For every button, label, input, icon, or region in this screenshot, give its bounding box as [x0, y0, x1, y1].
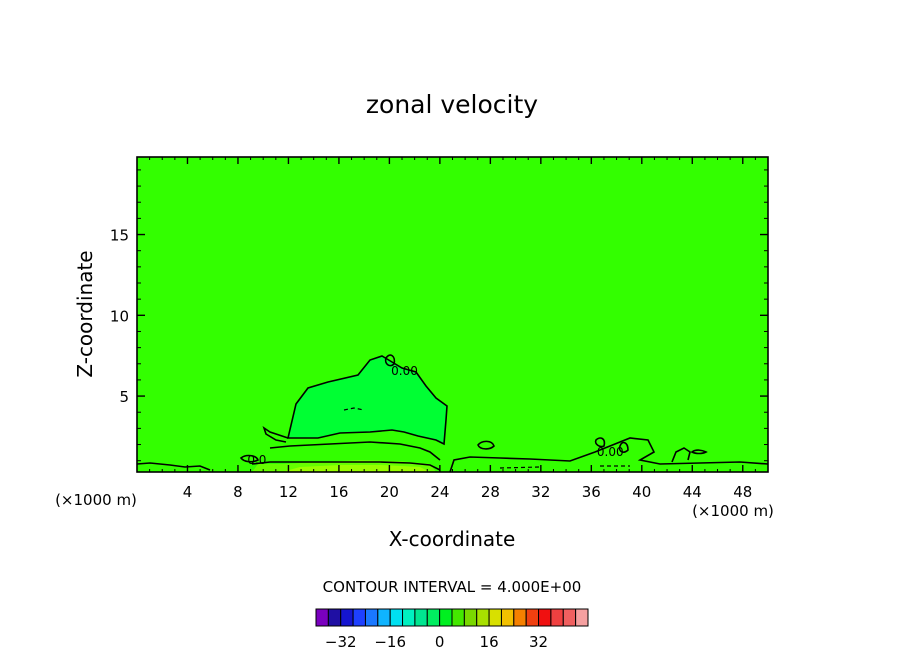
x-tick-label: 24 [430, 483, 449, 501]
contour-line-right-surface [449, 437, 769, 473]
colorbar-swatch [327, 608, 342, 627]
chart-title: zonal velocity [366, 90, 538, 119]
contour-line-small-4 [690, 449, 708, 455]
x-axis-title: X-coordinate [389, 527, 516, 551]
x-tick-label: 16 [329, 483, 348, 501]
contour-line-small-3 [594, 437, 606, 448]
x-tick-label: 44 [683, 483, 702, 501]
colorbar-tick-label: 0 [435, 633, 445, 651]
contour-line-lower [269, 441, 441, 461]
colorbar-swatch [389, 608, 404, 627]
contour-line-small-2 [239, 454, 260, 463]
x-tick-label: 36 [582, 483, 601, 501]
contour-line-updraft-outer [286, 355, 448, 446]
colorbar-swatch [488, 608, 502, 627]
colorbar-tick-label: 32 [529, 633, 548, 651]
x-tick-label: 12 [279, 483, 298, 501]
y-tick-label: 15 [110, 227, 129, 245]
colorbar-swatch [439, 608, 453, 627]
contour-line-hook [262, 426, 289, 443]
colorbar-swatch [340, 608, 354, 627]
colorbar-swatch [402, 608, 416, 627]
colorbar-swatch [426, 608, 441, 627]
x-tick-label: 28 [481, 483, 500, 501]
colorbar-swatch [451, 608, 465, 627]
colorbar-swatch [476, 608, 490, 627]
x-tick-label: 48 [733, 483, 752, 501]
colorbar-swatch [538, 608, 552, 627]
colorbar-swatch [352, 608, 366, 627]
y-axis-title: Z-coordinate [73, 250, 97, 377]
plot-area [137, 157, 768, 472]
colorbar-swatch [315, 608, 329, 627]
colorbar-tick-label: −16 [374, 633, 406, 651]
contour-label: 0.00 [391, 364, 418, 378]
colorbar-tick-label: 16 [480, 633, 499, 651]
y-axis: 5 10 15 [110, 169, 768, 462]
colorbar-swatch [364, 608, 379, 627]
contour-label: 0.00 [597, 445, 624, 459]
contour-lines [136, 354, 769, 473]
contour-region-surface-core [282, 465, 430, 472]
colorbar-swatch [562, 608, 577, 627]
contour-line-right-bump [671, 447, 691, 463]
colorbar-swatch [414, 608, 428, 627]
colorbar-tick-label: −32 [325, 633, 357, 651]
x-tick-label: 8 [233, 483, 243, 501]
colorbar-swatch [500, 608, 515, 627]
colorbar-swatch [575, 608, 589, 627]
contour-region-updraft [288, 356, 447, 444]
colorbar-swatch [377, 608, 391, 627]
x-tick-label: 40 [632, 483, 651, 501]
x-axis: 4 8 12 16 20 24 28 32 36 40 44 48 [149, 157, 756, 501]
colorbar-swatch [513, 608, 527, 627]
contour-line-small-1 [477, 440, 495, 450]
x-unit-label-right: (×1000 m) [692, 502, 774, 520]
colorbar-swatch [463, 608, 478, 627]
contour-label: 0.0 [247, 453, 266, 467]
x-unit-label-left: (×1000 m) [55, 491, 137, 509]
contour-line-surface [136, 461, 441, 471]
colorbar-ticks: −32 −16 0 16 32 [325, 633, 548, 651]
y-tick-label: 5 [119, 388, 129, 406]
contour-interval-label: CONTOUR INTERVAL = 4.000E+00 [323, 578, 582, 596]
x-tick-label: 32 [531, 483, 550, 501]
x-tick-label: 20 [380, 483, 399, 501]
contour-line-oval-1 [384, 354, 396, 367]
contour-line-dashed [343, 407, 630, 469]
contour-labels: 0.00 0.00 0.0 [247, 364, 623, 467]
colorbar-swatch [525, 608, 540, 627]
y-tick-label: 10 [110, 307, 129, 325]
contour-line-oval-2 [618, 441, 629, 453]
colorbar-swatch [550, 608, 564, 627]
x-tick-label: 4 [183, 483, 193, 501]
colorbar [315, 608, 589, 627]
